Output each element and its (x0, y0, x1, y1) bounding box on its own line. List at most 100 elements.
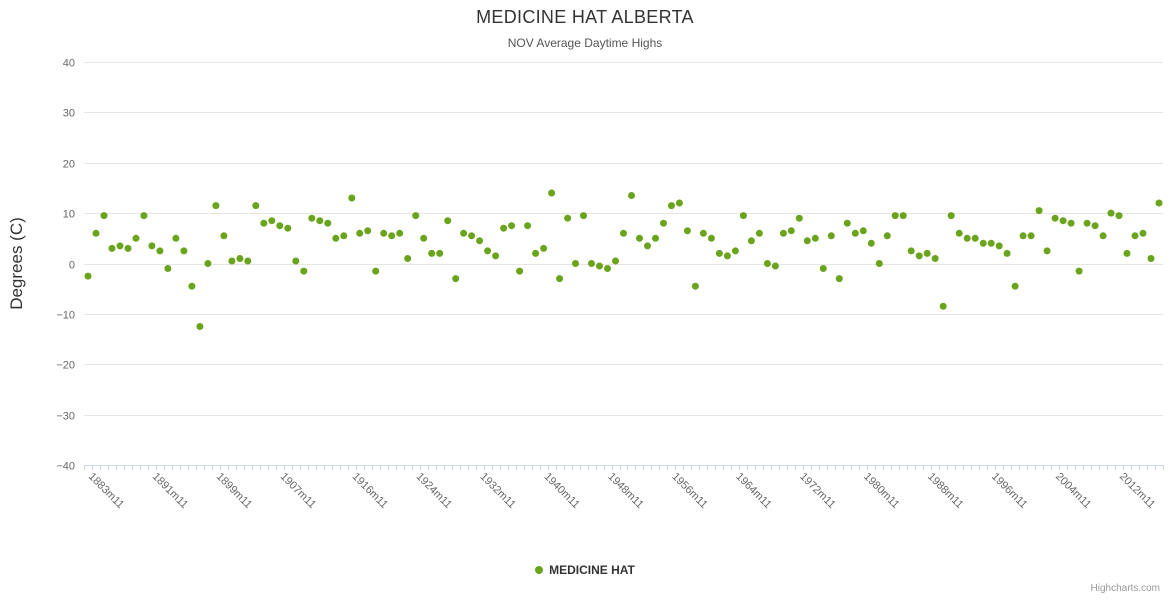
data-point[interactable] (1123, 249, 1131, 257)
data-point[interactable] (803, 237, 811, 245)
data-point[interactable] (348, 194, 356, 202)
data-point[interactable] (883, 232, 891, 240)
data-point[interactable] (1155, 199, 1163, 207)
data-point[interactable] (1083, 219, 1091, 227)
data-point[interactable] (180, 247, 188, 255)
data-point[interactable] (324, 219, 332, 227)
data-point[interactable] (707, 234, 715, 242)
data-point[interactable] (923, 249, 931, 257)
data-point[interactable] (1075, 267, 1083, 275)
data-point[interactable] (332, 234, 340, 242)
data-point[interactable] (1147, 255, 1155, 262)
data-point[interactable] (84, 272, 92, 280)
data-point[interactable] (987, 239, 995, 247)
data-point[interactable] (891, 212, 899, 220)
data-point[interactable] (436, 249, 444, 257)
data-point[interactable] (683, 227, 691, 235)
legend-item-medicine-hat[interactable]: MEDICINE HAT (0, 563, 1170, 577)
data-point[interactable] (859, 227, 867, 235)
data-point[interactable] (356, 229, 364, 237)
data-point[interactable] (899, 212, 907, 220)
data-point[interactable] (308, 214, 316, 222)
data-point[interactable] (875, 260, 883, 267)
data-point[interactable] (228, 257, 236, 265)
data-point[interactable] (628, 192, 635, 199)
data-point[interactable] (963, 234, 971, 242)
data-point[interactable] (124, 244, 132, 252)
data-point[interactable] (1027, 232, 1035, 240)
data-point[interactable] (244, 257, 252, 265)
data-point[interactable] (172, 234, 180, 242)
data-point[interactable] (596, 262, 603, 270)
data-point[interactable] (404, 255, 412, 262)
data-point[interactable] (132, 234, 140, 242)
data-point[interactable] (188, 282, 196, 290)
data-point[interactable] (532, 249, 540, 257)
data-point[interactable] (388, 232, 396, 240)
data-point[interactable] (148, 242, 156, 250)
data-point[interactable] (1011, 282, 1019, 290)
data-point[interactable] (364, 227, 372, 235)
data-point[interactable] (588, 260, 595, 267)
data-point[interactable] (340, 232, 348, 240)
data-point[interactable] (156, 247, 164, 255)
data-point[interactable] (572, 260, 579, 267)
data-point[interactable] (460, 229, 468, 237)
data-point[interactable] (995, 242, 1003, 250)
data-point[interactable] (92, 229, 100, 237)
data-point[interactable] (268, 217, 276, 225)
data-point[interactable] (931, 255, 939, 262)
highcharts-credits-link[interactable]: Highcharts.com (1090, 583, 1160, 594)
data-point[interactable] (691, 282, 699, 290)
data-point[interactable] (444, 217, 452, 225)
data-point[interactable] (795, 214, 803, 222)
data-point[interactable] (116, 242, 124, 250)
data-point[interactable] (212, 202, 220, 210)
data-point[interactable] (428, 249, 436, 257)
data-point[interactable] (420, 234, 428, 242)
data-point[interactable] (284, 224, 292, 232)
data-point[interactable] (1067, 219, 1075, 227)
data-point[interactable] (971, 234, 979, 242)
data-point[interactable] (484, 247, 492, 255)
data-point[interactable] (1099, 232, 1107, 240)
data-point[interactable] (252, 202, 260, 210)
data-point[interactable] (843, 219, 851, 227)
data-point[interactable] (548, 189, 556, 197)
data-point[interactable] (915, 252, 923, 260)
data-point[interactable] (476, 237, 484, 245)
data-point[interactable] (164, 265, 172, 272)
data-point[interactable] (636, 234, 643, 242)
data-point[interactable] (452, 275, 460, 283)
data-point[interactable] (620, 229, 627, 237)
data-point[interactable] (508, 222, 516, 230)
data-point[interactable] (1051, 214, 1059, 222)
data-point[interactable] (140, 212, 148, 220)
data-point[interactable] (1043, 247, 1051, 255)
data-point[interactable] (1019, 232, 1027, 240)
data-point[interactable] (300, 267, 308, 275)
data-point[interactable] (1107, 209, 1115, 217)
data-point[interactable] (675, 199, 683, 207)
data-point[interactable] (612, 257, 619, 265)
data-point[interactable] (220, 232, 228, 240)
data-point[interactable] (524, 222, 532, 230)
data-point[interactable] (500, 224, 508, 232)
data-point[interactable] (1115, 212, 1123, 220)
data-point[interactable] (660, 219, 667, 227)
data-point[interactable] (787, 227, 795, 235)
data-point[interactable] (739, 212, 747, 220)
data-point[interactable] (492, 252, 500, 260)
data-point[interactable] (779, 229, 787, 237)
data-point[interactable] (604, 265, 611, 272)
data-point[interactable] (1139, 229, 1147, 237)
data-point[interactable] (108, 244, 116, 252)
data-point[interactable] (1091, 222, 1099, 230)
data-point[interactable] (867, 239, 875, 247)
data-point[interactable] (939, 302, 947, 310)
data-point[interactable] (715, 249, 723, 257)
data-point[interactable] (644, 242, 651, 250)
data-point[interactable] (236, 255, 244, 262)
data-point[interactable] (835, 275, 843, 283)
data-point[interactable] (516, 267, 524, 275)
